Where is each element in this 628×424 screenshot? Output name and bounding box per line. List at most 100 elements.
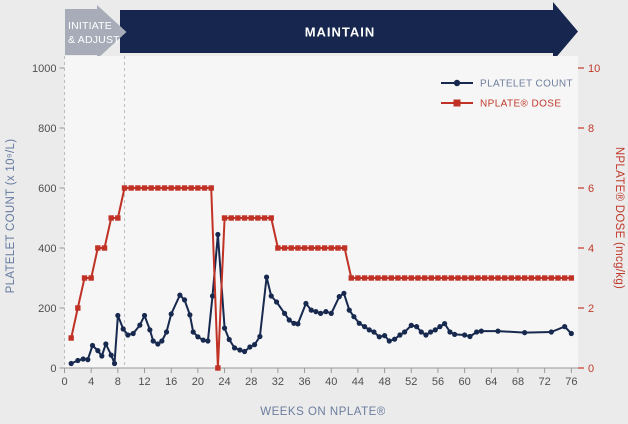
- dose-data-point: [395, 275, 401, 281]
- x-tick-label: 64: [485, 376, 497, 388]
- dose-data-point: [535, 275, 541, 281]
- platelet-data-point: [467, 333, 473, 340]
- dose-data-point: [308, 245, 314, 251]
- dose-data-point: [428, 275, 434, 281]
- x-tick-label: 8: [115, 376, 121, 388]
- x-tick-label: 68: [512, 376, 524, 388]
- platelet-data-point: [386, 338, 392, 344]
- maintain-label: MAINTAIN: [305, 25, 376, 40]
- dose-data-point: [295, 245, 301, 251]
- x-tick-label: 28: [245, 376, 257, 388]
- dose-data-point: [335, 245, 341, 251]
- x-tick-label: 76: [565, 376, 577, 388]
- platelet-data-point: [111, 360, 118, 367]
- legend-item-nplate-dose: NPLATE® DOSE: [441, 99, 561, 110]
- platelet-data-point: [452, 331, 458, 337]
- legend-label-dose: NPLATE® DOSE: [480, 99, 561, 110]
- plot-background: [64, 56, 578, 368]
- dose-data-point: [181, 185, 188, 191]
- platelet-data-point: [366, 327, 372, 333]
- platelet-data-point: [522, 330, 528, 336]
- dose-data-point: [208, 185, 214, 191]
- left-tick-label: 400: [38, 243, 56, 255]
- dose-data-point: [101, 245, 108, 251]
- platelet-data-point: [159, 338, 165, 344]
- platelet-data-point: [263, 274, 270, 280]
- platelet-data-point: [356, 320, 362, 326]
- platelet-data-point: [351, 314, 357, 320]
- dose-data-point: [388, 275, 394, 281]
- platelet-data-point: [328, 310, 334, 316]
- dose-data-point: [441, 275, 448, 281]
- legend-label-platelet: PLATELET COUNT: [480, 79, 573, 90]
- x-tick-label: 44: [352, 376, 364, 388]
- platelet-data-point: [408, 322, 414, 328]
- platelet-data-point: [313, 309, 319, 315]
- dose-data-point: [121, 185, 128, 191]
- platelet-data-point: [273, 299, 280, 305]
- dose-data-point: [355, 275, 361, 281]
- platelet-data-point: [237, 347, 243, 353]
- platelet-data-point: [346, 307, 352, 313]
- platelet-data-point: [341, 290, 347, 296]
- x-tick-label: 24: [218, 376, 230, 388]
- dose-data-point: [108, 215, 114, 221]
- platelet-data-point: [177, 292, 183, 298]
- dose-data-point: [288, 245, 294, 251]
- dose-data-point: [528, 275, 535, 281]
- platelet-data-point: [418, 329, 424, 335]
- platelet-data-point: [221, 325, 228, 331]
- dose-data-point: [315, 245, 321, 251]
- dose-data-point: [435, 275, 441, 281]
- left-axis-title: PLATELET COUNT (x 10⁹/L): [5, 139, 17, 294]
- dose-data-point: [155, 185, 161, 191]
- x-tick-label: 32: [272, 376, 284, 388]
- initiate-label-line1: INITIATE: [68, 20, 112, 32]
- dose-data-point: [361, 275, 368, 281]
- axis-titles: PLATELET COUNT (x 10⁹/L) NPLATE® DOSE (m…: [5, 139, 625, 418]
- platelet-data-point: [68, 360, 74, 367]
- platelet-data-point: [108, 352, 114, 358]
- dose-data-point: [321, 245, 328, 251]
- dose-data-point: [415, 275, 421, 281]
- platelet-data-point: [103, 341, 109, 347]
- dose-data-point: [488, 275, 495, 281]
- dose-data-point: [501, 275, 508, 281]
- maintain-arrow: [120, 2, 578, 61]
- dose-data-point: [408, 275, 414, 281]
- nplate-dose-line: [70, 187, 572, 369]
- platelet-data-point: [247, 344, 253, 350]
- platelet-data-point: [241, 348, 248, 355]
- platelet-data-point: [155, 341, 161, 347]
- platelet-data-point: [423, 332, 429, 338]
- platelet-data-point: [150, 338, 156, 344]
- x-tick-label: 48: [378, 376, 390, 388]
- left-tick-label: 200: [38, 303, 56, 315]
- platelet-data-point: [99, 353, 105, 359]
- platelet-data-point: [163, 329, 170, 335]
- dose-data-point: [268, 215, 274, 221]
- platelet-data-point: [190, 329, 196, 335]
- platelet-data-point: [361, 324, 368, 330]
- dose-data-point: [175, 185, 181, 191]
- dose-data-point: [541, 275, 548, 281]
- dose-data-point: [568, 275, 575, 281]
- platelet-data-point: [323, 309, 329, 315]
- platelet-data-point: [308, 307, 314, 313]
- platelet-data-point: [303, 300, 309, 307]
- platelet-data-point: [392, 336, 398, 342]
- dose-data-point: [475, 275, 481, 281]
- dose-data-point: [401, 275, 408, 281]
- platelet-data-point: [548, 329, 554, 335]
- left-tick-label: 0: [50, 363, 56, 375]
- x-tick-label: 4: [88, 376, 94, 388]
- dose-data-point: [115, 215, 121, 221]
- left-tick-label: 1000: [32, 63, 56, 75]
- dose-data-point: [421, 275, 428, 281]
- dose-data-point: [555, 275, 561, 281]
- platelet-data-point: [286, 317, 292, 323]
- x-tick-label: 52: [405, 376, 417, 388]
- dose-data-point: [255, 215, 261, 221]
- platelet-data-point: [562, 324, 568, 330]
- platelet-data-point: [432, 327, 438, 333]
